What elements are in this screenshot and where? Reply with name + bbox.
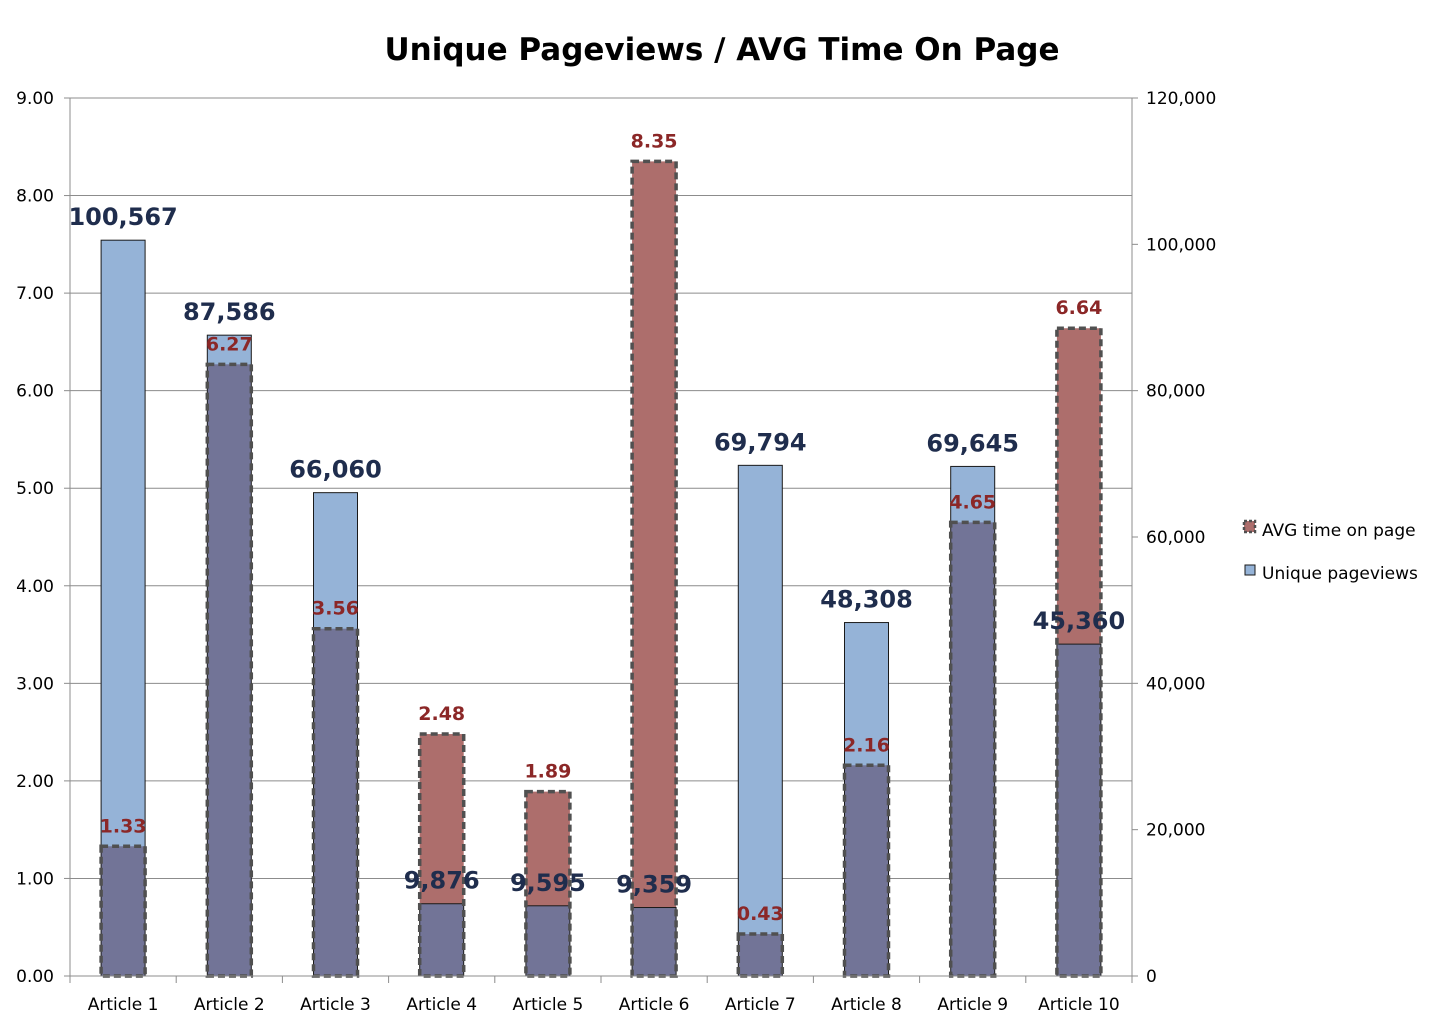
y-right-tick-label: 80,000 (1146, 382, 1205, 402)
overlap-bar (313, 628, 358, 976)
x-tick-label: Article 3 (300, 995, 371, 1015)
y-left-tick-label: 2.00 (16, 772, 54, 792)
pageviews-data-label: 9,595 (510, 869, 586, 897)
time-data-label: 4.65 (949, 491, 996, 513)
time-bar-outline (1055, 326, 1103, 978)
y-right-tick-label: 100,000 (1146, 235, 1216, 255)
x-tick-label: Article 4 (406, 995, 477, 1015)
pageviews-data-label: 69,645 (926, 429, 1019, 457)
x-tick-label: Article 6 (619, 995, 690, 1015)
y-right-tick-label: 0 (1146, 967, 1157, 987)
x-tick-label: Article 10 (1038, 995, 1120, 1015)
legend-label-time: AVG time on page (1262, 521, 1416, 541)
x-tick-label: Article 1 (88, 995, 159, 1015)
y-left-tick-label: 9.00 (16, 89, 54, 109)
overlap-bar (101, 846, 146, 976)
time-data-label: 2.48 (418, 703, 465, 725)
y-right-tick-label: 120,000 (1146, 89, 1216, 109)
overlap-bar (844, 765, 889, 976)
time-bar-outline (417, 732, 466, 978)
y-left-tick-label: 4.00 (16, 577, 54, 597)
bars (99, 159, 1103, 978)
time-data-label: 6.27 (206, 333, 253, 355)
time-bar-outline (524, 789, 572, 978)
pageviews-data-label: 100,567 (68, 203, 177, 231)
x-tick-label: Article 5 (513, 995, 584, 1015)
chart-title: Unique Pageviews / AVG Time On Page (384, 32, 1059, 68)
overlap-bar (1056, 644, 1101, 976)
y-left-tick-label: 8.00 (16, 187, 54, 207)
pageviews-data-label: 66,060 (289, 456, 382, 484)
time-data-label: 8.35 (631, 130, 678, 152)
y-left-tick-label: 5.00 (16, 479, 54, 499)
y-left-tick-label: 0.00 (16, 967, 54, 987)
time-bar-outline (736, 932, 785, 978)
overlap-bar (738, 934, 783, 976)
pageviews-data-label: 9,359 (616, 871, 692, 899)
y-left-tick-label: 7.00 (16, 284, 54, 304)
y-right-tick-label: 20,000 (1146, 821, 1205, 841)
data-labels: 1.33 100,567 6.27 87,586 3.56 66,060 2.48 9,876… (68, 130, 1125, 925)
overlap-bar (525, 905, 570, 976)
overlap-bar (950, 522, 995, 976)
y-left-tick-label: 6.00 (16, 382, 54, 402)
time-data-label: 1.33 (100, 815, 147, 837)
x-tick-label: Article 2 (194, 995, 265, 1015)
time-data-label: 6.64 (1055, 297, 1102, 319)
time-data-label: 2.16 (843, 734, 890, 756)
y-left-tick-label: 3.00 (16, 674, 54, 694)
y-right-tick-label: 60,000 (1146, 528, 1205, 548)
axes: 0.00 1.00 2.00 3.00 4.00 5.00 6.00 7.00 8.00 9.00… (16, 89, 1216, 1015)
x-tick-label: Article 7 (725, 995, 796, 1015)
time-bar-outline (99, 844, 147, 978)
time-data-label: 0.43 (737, 903, 784, 925)
y-left-tick-label: 1.00 (16, 869, 54, 889)
legend-swatch-time (1242, 519, 1257, 534)
pageviews-bar (738, 465, 783, 976)
legend-swatch-pageviews (1244, 564, 1256, 576)
pageviews-data-label: 9,876 (404, 867, 480, 895)
time-data-label: 1.89 (524, 761, 571, 783)
y-right-tick-label: 40,000 (1146, 674, 1205, 694)
pageviews-data-label: 87,586 (183, 298, 276, 326)
x-tick-label: Article 8 (831, 995, 902, 1015)
pageviews-data-label: 69,794 (714, 428, 807, 456)
overlap-bar (207, 364, 252, 976)
legend: AVG time on page Unique pageviews (1242, 519, 1418, 584)
pageviews-data-label: 48,308 (820, 586, 913, 614)
time-data-label: 3.56 (312, 598, 359, 620)
overlap-bar (632, 907, 677, 976)
legend-label-pageviews: Unique pageviews (1262, 564, 1418, 584)
time-bar (632, 161, 677, 976)
x-tick-label: Article 9 (937, 995, 1008, 1015)
pageviews-data-label: 45,360 (1033, 607, 1126, 635)
overlap-bar (419, 903, 464, 976)
